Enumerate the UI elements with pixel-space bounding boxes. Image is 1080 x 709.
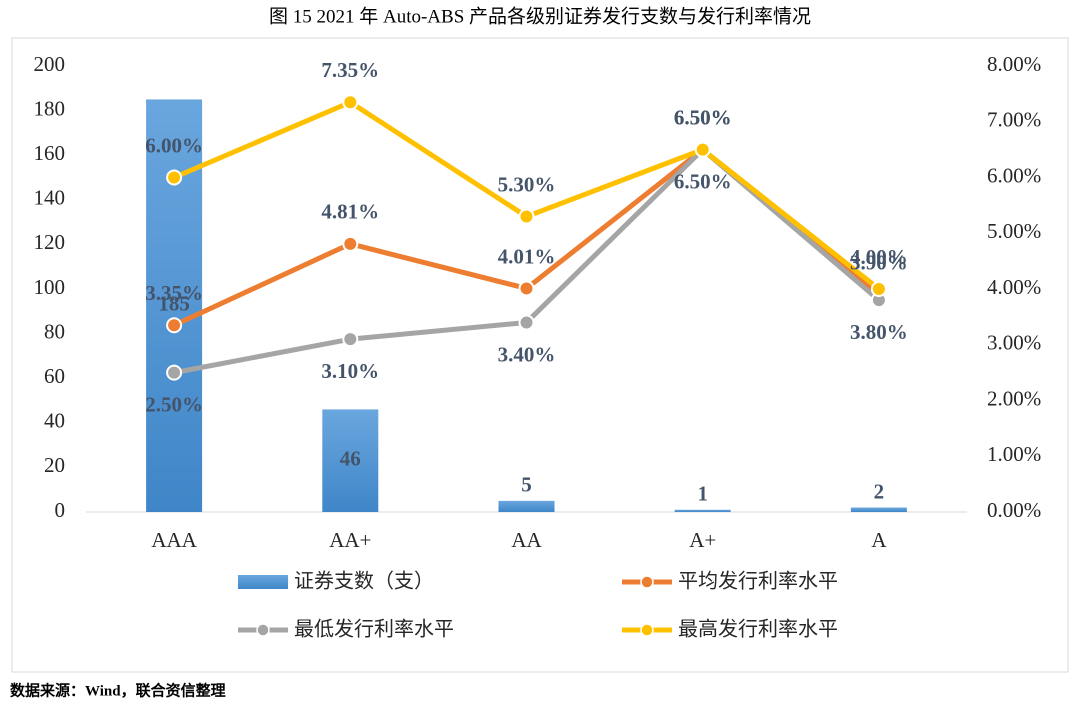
y2-tick-label: 2.00% [987, 386, 1041, 410]
point [342, 235, 359, 252]
data-label: 6.50% [674, 105, 732, 129]
data-label: 3.80% [850, 320, 908, 344]
y-tick-label: 80 [44, 319, 65, 343]
point [518, 280, 535, 297]
chart-frame [11, 37, 1069, 673]
data-label: 6.00% [145, 133, 203, 157]
y2-tick-label: 1.00% [987, 442, 1041, 466]
x-tick-label: AA [511, 528, 542, 552]
point [518, 208, 535, 225]
x-tick-label: AAA [151, 528, 197, 552]
data-label: 3.35% [145, 281, 203, 305]
data-label: 3.40% [498, 342, 556, 366]
point [166, 317, 183, 334]
y2-tick-label: 7.00% [987, 108, 1041, 132]
y-tick-label: 120 [34, 230, 66, 254]
legend-swatch [640, 623, 654, 637]
bar [674, 509, 731, 512]
source-note: 数据来源：Wind，联合资信整理 [10, 681, 226, 699]
data-label: 6.50% [674, 105, 732, 129]
chart-title: 图 15 2021 年 Auto-ABS 产品各级别证券发行支数与发行利率情况 [269, 5, 811, 27]
legend-label: 最低发行利率水平 [294, 617, 454, 641]
data-label: 4.00% [850, 245, 908, 269]
data-label: 2.50% [145, 392, 203, 416]
legend-swatch [256, 623, 270, 637]
legend-swatch [640, 575, 654, 589]
x-tick-label: A+ [689, 528, 716, 552]
y-tick-label: 100 [34, 275, 66, 299]
y2-tick-label: 4.00% [987, 275, 1041, 299]
point [342, 94, 359, 111]
bar-label: 1 [697, 482, 708, 506]
bar-label: 5 [521, 473, 532, 497]
data-label: 4.01% [498, 244, 556, 268]
bar-label: 185 [158, 292, 190, 316]
bar [850, 507, 907, 512]
legend-label: 最高发行利率水平 [678, 617, 838, 641]
y2-tick-label: 3.00% [987, 331, 1041, 355]
y2-tick-label: 6.00% [987, 163, 1041, 187]
bar [322, 409, 379, 512]
bar [498, 500, 555, 512]
data-label: 4.81% [321, 200, 379, 224]
x-tick-label: AA+ [329, 528, 371, 552]
x-tick-label: A [871, 528, 887, 552]
data-label: 3.90% [850, 250, 908, 274]
y-tick-label: 60 [44, 364, 65, 388]
y2-tick-label: 8.00% [987, 52, 1041, 76]
y-tick-label: 40 [44, 409, 65, 433]
point [518, 314, 535, 331]
bar-label: 2 [874, 479, 885, 503]
point [166, 364, 183, 381]
y-tick-label: 200 [34, 52, 66, 76]
data-label: 7.35% [321, 58, 379, 82]
point [342, 331, 359, 348]
y-tick-label: 140 [34, 186, 66, 210]
y-tick-label: 0 [55, 498, 66, 522]
y2-tick-label: 5.00% [987, 219, 1041, 243]
point [870, 281, 887, 297]
bar-label: 46 [340, 447, 361, 471]
legend-label: 平均发行利率水平 [678, 569, 838, 593]
data-label: 6.50% [674, 169, 732, 193]
y-tick-label: 20 [44, 453, 65, 477]
y-tick-label: 160 [34, 141, 66, 165]
point [694, 141, 711, 158]
data-label: 5.30% [498, 172, 556, 196]
y-tick-label: 180 [34, 96, 66, 120]
point [166, 169, 183, 186]
legend-swatch [238, 575, 288, 589]
y2-tick-label: 0.00% [987, 498, 1041, 522]
data-label: 3.10% [321, 359, 379, 383]
legend-label: 证券支数（支） [294, 569, 434, 593]
